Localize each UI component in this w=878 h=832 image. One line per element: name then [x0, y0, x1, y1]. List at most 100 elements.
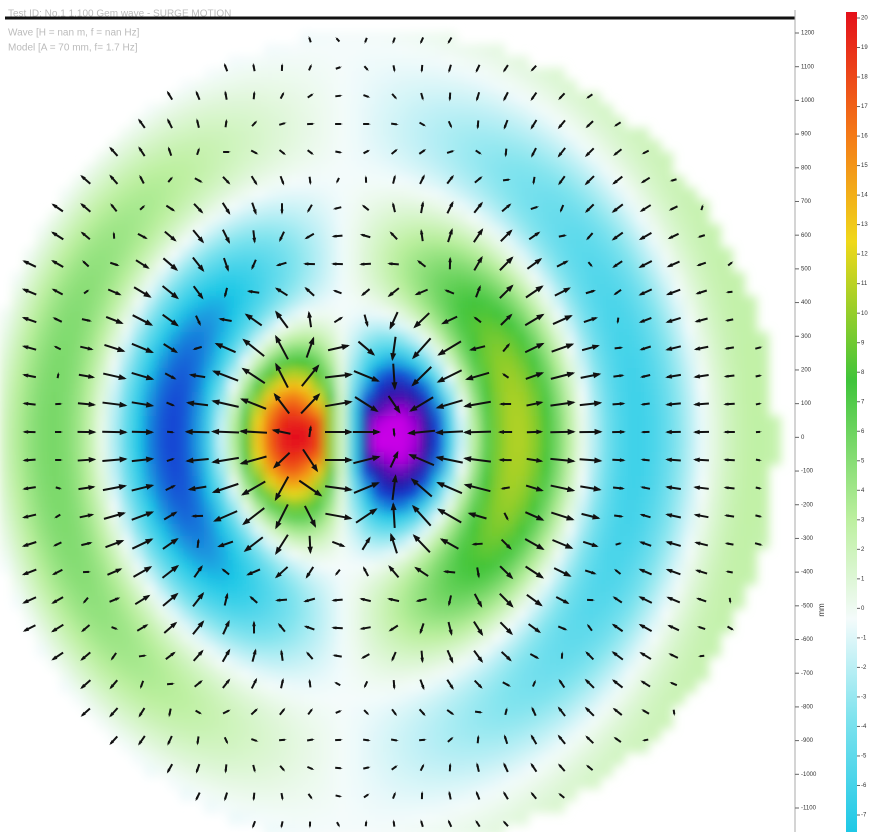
field-cell	[144, 116, 157, 129]
field-cell	[288, 236, 301, 249]
field-cell	[60, 656, 73, 669]
field-cell	[132, 200, 145, 213]
field-cell	[312, 284, 325, 297]
field-cell	[348, 680, 361, 693]
field-cell	[444, 104, 457, 117]
field-cell	[132, 248, 145, 261]
field-cell	[264, 620, 277, 633]
field-cell	[540, 644, 553, 657]
field-cell	[144, 416, 157, 429]
field-cell	[432, 596, 445, 609]
field-cell	[600, 380, 613, 393]
field-cell	[36, 644, 49, 657]
field-cell	[156, 224, 169, 237]
field-cell	[252, 548, 265, 561]
field-cell	[276, 116, 289, 129]
field-cell	[708, 260, 721, 273]
field-cell	[648, 680, 661, 693]
field-cell	[288, 608, 301, 621]
vector-arrowhead	[535, 400, 544, 406]
field-cell	[564, 200, 577, 213]
vector-arrowhead	[758, 431, 763, 433]
field-cell	[300, 800, 313, 813]
field-cell	[432, 656, 445, 669]
field-cell	[12, 380, 25, 393]
colorbar-tick-label: 4	[861, 488, 865, 494]
field-cell	[528, 800, 541, 813]
field-cell	[96, 476, 109, 489]
field-cell	[180, 104, 193, 117]
field-cell	[252, 716, 265, 729]
field-cell	[516, 644, 529, 657]
field-cell	[504, 644, 517, 657]
field-cell	[0, 500, 13, 513]
field-cell	[744, 308, 757, 321]
field-cell	[324, 752, 337, 765]
field-cell	[696, 416, 709, 429]
field-cell	[684, 260, 697, 273]
field-cell	[420, 68, 433, 81]
field-cell	[660, 164, 673, 177]
vector-arrowhead	[536, 457, 544, 463]
vector-arrowhead	[420, 40, 423, 45]
field-cell	[372, 812, 385, 825]
vector-arrowhead	[589, 264, 593, 268]
field-cell	[276, 104, 289, 117]
field-cell	[72, 368, 85, 381]
field-cell	[540, 440, 553, 453]
field-cell	[708, 368, 721, 381]
field-cell	[396, 692, 409, 705]
field-cell	[60, 524, 73, 537]
field-cell	[72, 644, 85, 657]
field-cell	[672, 248, 685, 261]
field-cell	[528, 140, 541, 153]
field-cell	[756, 476, 769, 489]
field-cell	[480, 812, 493, 825]
vector-arrowhead	[669, 682, 674, 685]
field-cell	[204, 236, 217, 249]
field-cell	[492, 596, 505, 609]
vector-arrowhead	[534, 206, 540, 209]
field-cell	[576, 572, 589, 585]
vector-arrowhead	[390, 352, 397, 362]
field-cell	[408, 668, 421, 681]
field-cell	[48, 500, 61, 513]
field-cell	[108, 584, 121, 597]
field-cell	[396, 152, 409, 165]
field-cell	[312, 692, 325, 705]
y-tick-label: 0	[801, 435, 805, 441]
field-cell	[528, 560, 541, 573]
field-cell	[228, 464, 241, 477]
field-cell	[168, 524, 181, 537]
vector-arrowhead	[280, 209, 284, 215]
field-cell	[468, 560, 481, 573]
field-cell	[636, 692, 649, 705]
vector-arrowhead	[557, 152, 563, 158]
field-cell	[0, 320, 13, 333]
field-cell	[432, 32, 445, 45]
field-cell	[324, 692, 337, 705]
field-cell	[384, 80, 397, 93]
field-cell	[516, 128, 529, 141]
field-cell	[564, 296, 577, 309]
field-cell	[480, 80, 493, 93]
field-cell	[144, 236, 157, 249]
field-cell	[636, 188, 649, 201]
field-cell	[120, 728, 133, 741]
field-cell	[24, 296, 37, 309]
field-cell	[648, 236, 661, 249]
vector-arrowhead	[591, 542, 599, 547]
field-cell	[96, 272, 109, 285]
field-cell	[540, 716, 553, 729]
field-cell	[420, 104, 433, 117]
field-cell	[252, 692, 265, 705]
field-cell	[648, 392, 661, 405]
field-cell	[276, 632, 289, 645]
field-cell	[408, 200, 421, 213]
field-cell	[480, 824, 493, 832]
field-cell	[492, 524, 505, 537]
field-cell	[216, 272, 229, 285]
field-cell	[324, 356, 337, 369]
vector-arrowhead	[359, 262, 365, 266]
field-cell	[156, 188, 169, 201]
